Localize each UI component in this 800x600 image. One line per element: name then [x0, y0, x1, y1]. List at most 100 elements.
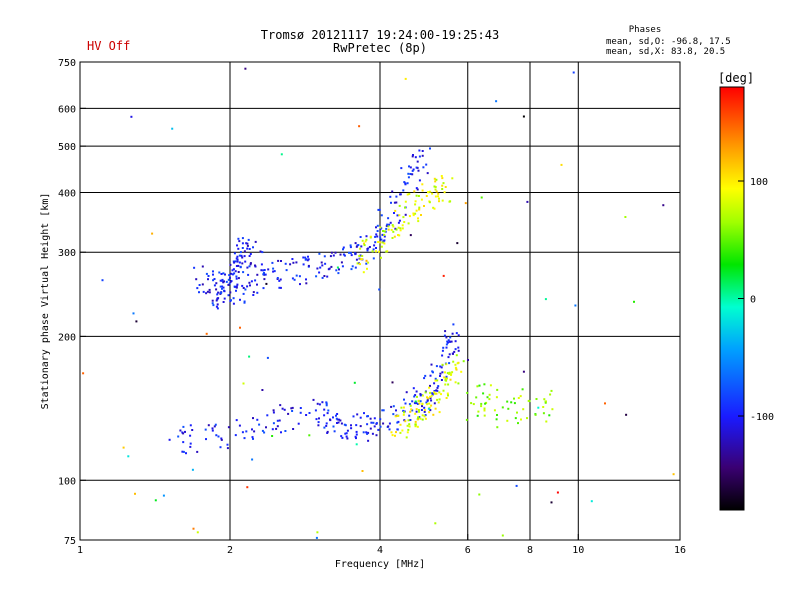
echo-point — [236, 258, 239, 261]
echo-point — [421, 154, 424, 157]
echo-point — [402, 216, 405, 219]
echo-point — [415, 410, 418, 413]
echo-point — [604, 402, 606, 405]
echo-point — [254, 265, 257, 268]
echo-point — [495, 396, 498, 399]
echo-point — [245, 430, 248, 433]
echo-point — [243, 301, 246, 304]
x-tick-label: 8 — [527, 545, 533, 556]
echo-point — [454, 366, 457, 369]
echo-point — [383, 242, 386, 245]
echo-point — [330, 265, 333, 268]
echo-point — [287, 412, 290, 415]
echo-point — [232, 297, 235, 300]
echo-point — [399, 193, 402, 196]
echo-point — [267, 268, 270, 271]
echo-point — [241, 284, 244, 287]
echo-point — [483, 414, 486, 417]
echo-point — [224, 273, 226, 276]
echo-point — [423, 410, 426, 413]
echo-point — [417, 400, 420, 403]
echo-point — [483, 409, 486, 412]
echo-point — [513, 397, 515, 400]
echo-point — [391, 190, 394, 193]
echo-point — [506, 400, 509, 403]
echo-point — [256, 283, 258, 286]
echo-point — [365, 235, 368, 238]
echo-point — [248, 265, 251, 268]
echo-point — [394, 415, 397, 418]
echo-point — [418, 208, 421, 211]
echo-point — [421, 183, 424, 186]
echo-point — [216, 307, 219, 310]
echo-point — [177, 435, 180, 438]
echo-point — [517, 422, 519, 425]
echo-point — [514, 417, 517, 420]
echo-point — [198, 284, 201, 286]
echo-point — [305, 414, 308, 416]
echo-point — [434, 180, 437, 183]
echo-point — [239, 251, 242, 254]
echo-point — [325, 422, 328, 425]
colorbar-tick-label: 100 — [750, 177, 768, 188]
echo-point — [262, 269, 265, 272]
echo-point — [507, 407, 510, 410]
echo-point — [521, 388, 524, 391]
echo-point — [431, 370, 434, 373]
echo-point — [363, 244, 366, 247]
echo-point — [383, 239, 386, 242]
echo-point — [334, 251, 337, 254]
echo-point — [394, 209, 397, 212]
echo-point — [394, 434, 396, 437]
echo-point — [276, 419, 279, 422]
echo-point — [253, 430, 256, 433]
echo-point — [401, 429, 404, 432]
echo-point — [337, 272, 340, 275]
echo-point — [411, 400, 414, 403]
echo-point — [263, 269, 266, 271]
echo-point — [396, 415, 399, 417]
echo-point — [391, 434, 394, 437]
echo-point — [452, 352, 454, 355]
echo-point — [365, 238, 368, 241]
echo-point — [379, 226, 382, 229]
echo-point — [417, 195, 420, 197]
echo-point — [420, 198, 423, 201]
echo-point — [457, 334, 460, 337]
echo-point — [261, 251, 264, 254]
echo-point — [429, 395, 431, 398]
echo-point — [359, 416, 362, 419]
echo-point — [212, 270, 214, 273]
echo-point — [427, 407, 430, 410]
echo-point — [246, 486, 249, 489]
echo-point — [408, 215, 411, 218]
echo-point — [233, 261, 236, 264]
echo-point — [241, 431, 244, 434]
echo-point — [390, 201, 392, 204]
data-points — [82, 67, 675, 539]
echo-point — [399, 423, 402, 426]
echo-point — [409, 234, 412, 237]
echo-point — [402, 406, 405, 409]
echo-point — [220, 437, 223, 440]
echo-point — [416, 403, 419, 405]
echo-point — [239, 298, 241, 301]
echo-point — [354, 435, 357, 438]
chart-title: Tromsø 20121117 19:24:00-19:25:43 — [261, 28, 499, 42]
echo-point — [440, 393, 442, 396]
echo-point — [414, 394, 417, 397]
echo-point — [230, 299, 232, 302]
echo-point — [438, 197, 440, 200]
echo-point — [82, 372, 85, 375]
echo-point — [242, 287, 245, 289]
echo-point — [307, 264, 310, 267]
echo-point — [365, 431, 368, 434]
echo-point — [375, 233, 378, 236]
echo-point — [445, 379, 448, 382]
echo-point — [448, 372, 451, 375]
echo-point — [227, 278, 230, 281]
echo-point — [238, 240, 241, 243]
echo-point — [394, 227, 397, 230]
echo-point — [328, 267, 331, 270]
echo-point — [488, 393, 491, 396]
